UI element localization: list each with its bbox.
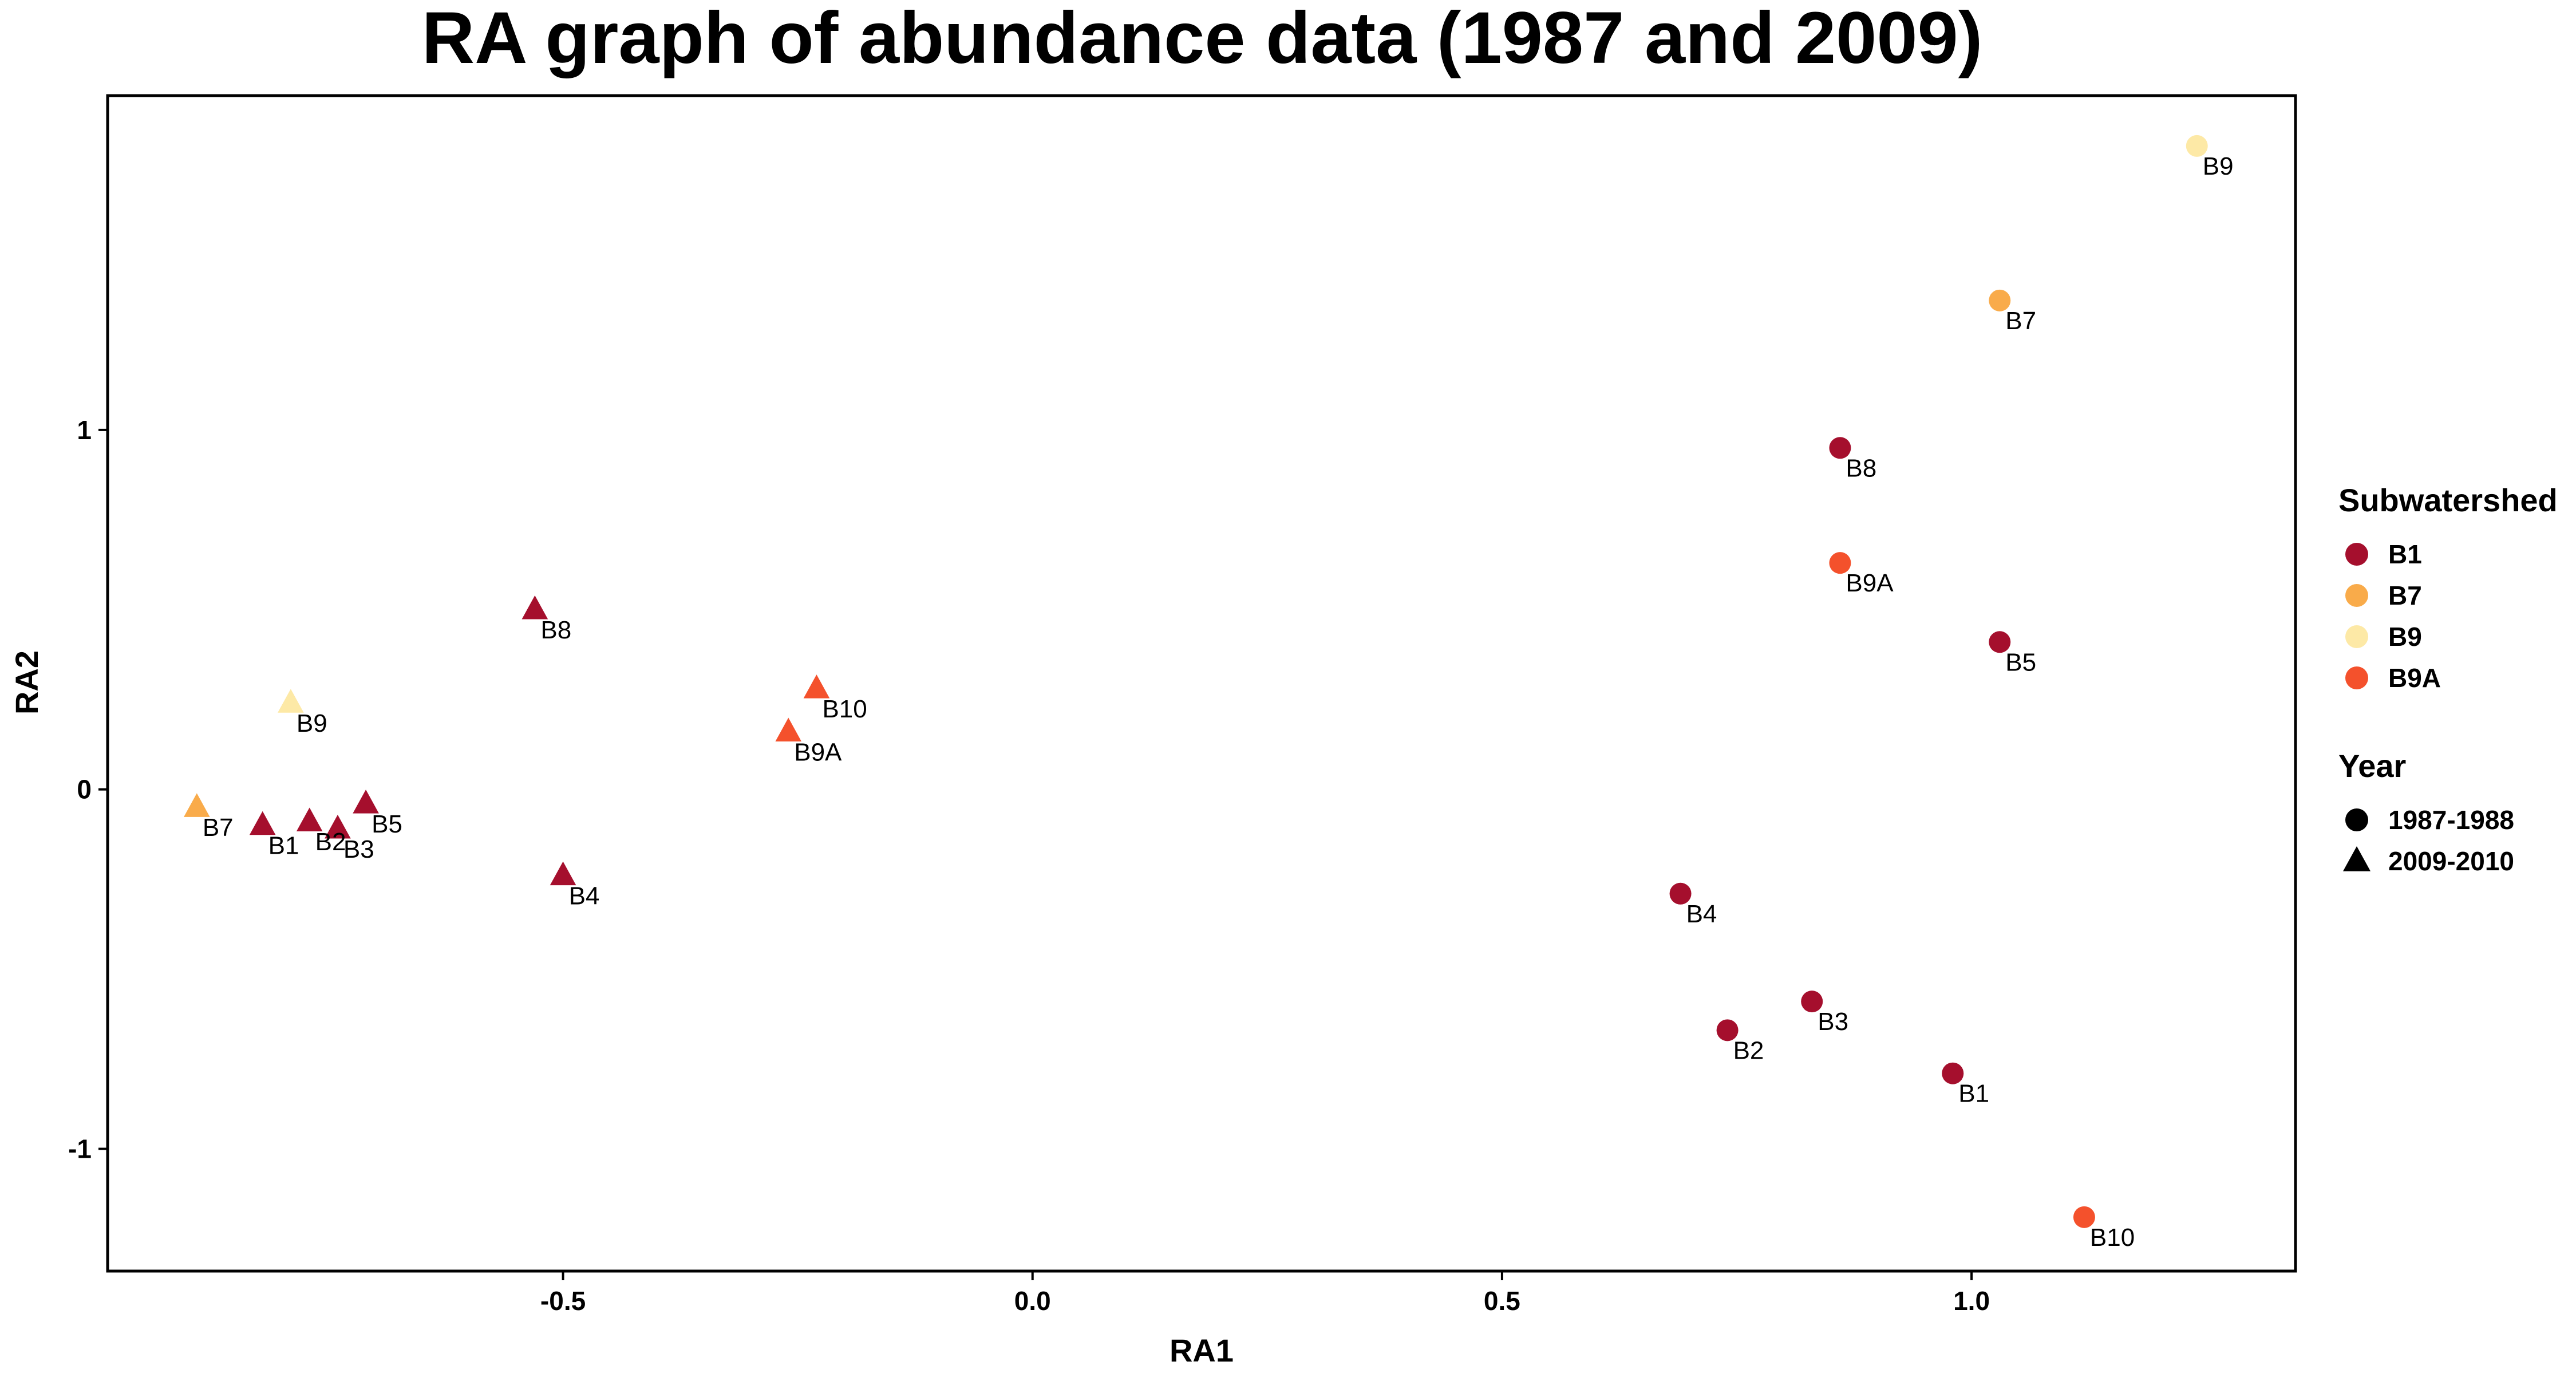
data-point-circle bbox=[1989, 289, 2011, 311]
data-point-label: B9A bbox=[794, 738, 842, 766]
y-tick-label: 0 bbox=[77, 775, 92, 804]
data-point-label: B7 bbox=[203, 814, 234, 842]
data-point-circle bbox=[1829, 437, 1851, 459]
data-point-label: B4 bbox=[569, 882, 600, 910]
data-point-circle bbox=[1669, 882, 1692, 905]
y-axis-title: RA2 bbox=[9, 650, 45, 715]
data-point-label: B10 bbox=[822, 695, 867, 723]
data-point-circle bbox=[1829, 552, 1851, 574]
legend-key bbox=[2345, 543, 2368, 566]
x-tick-label: 0.0 bbox=[1014, 1286, 1051, 1316]
data-point-label: B9 bbox=[2203, 152, 2234, 180]
data-point-circle bbox=[1942, 1062, 1964, 1084]
data-point-circle bbox=[1989, 631, 2011, 653]
data-point-label: B9 bbox=[297, 709, 327, 737]
legend-key bbox=[2345, 584, 2368, 607]
data-point-circle bbox=[2073, 1206, 2095, 1228]
data-point-triangle bbox=[803, 674, 830, 699]
legend-label: B1 bbox=[2388, 539, 2422, 569]
legend-year-title: Year bbox=[2338, 748, 2406, 784]
legend-subwatershed: Subwatershed B1 B7 B9 B9A bbox=[2338, 482, 2558, 693]
data-point-triangle bbox=[521, 595, 548, 620]
legend-year: Year 1987-1988 2009-2010 bbox=[2338, 748, 2514, 876]
legend-key bbox=[2345, 666, 2368, 689]
data-point-label: B8 bbox=[1846, 454, 1876, 482]
data-point-label: B1 bbox=[268, 831, 299, 859]
data-point-label: B9A bbox=[1846, 569, 1894, 597]
y-tick-label: 1 bbox=[77, 415, 92, 445]
legend-key bbox=[2343, 846, 2370, 871]
x-tick-label: 0.5 bbox=[1484, 1286, 1520, 1316]
data-point-label: B4 bbox=[1686, 900, 1717, 928]
x-axis: -0.5 0.0 0.5 1.0 bbox=[540, 1271, 1990, 1316]
data-point-label: B8 bbox=[540, 616, 571, 644]
data-point-triangle bbox=[775, 717, 802, 742]
data-point-label: B1 bbox=[1958, 1080, 1989, 1108]
plot-area bbox=[106, 94, 2297, 1273]
legend-label: 1987-1988 bbox=[2388, 805, 2514, 835]
x-tick-label: -0.5 bbox=[540, 1286, 586, 1316]
data-point-triangle bbox=[296, 807, 323, 831]
y-axis: -1 0 1 bbox=[68, 415, 108, 1164]
data-point-label: B2 bbox=[315, 828, 346, 856]
legend-subwatershed-title: Subwatershed bbox=[2338, 482, 2558, 518]
legend-key bbox=[2345, 808, 2368, 831]
data-point-triangle bbox=[325, 815, 351, 839]
data-point-label: B5 bbox=[372, 810, 402, 838]
data-point-label: B3 bbox=[1818, 1008, 1848, 1036]
data-point-label: B5 bbox=[2005, 648, 2036, 676]
y-tick-label: -1 bbox=[68, 1134, 92, 1164]
data-point-triangle bbox=[353, 790, 379, 814]
data-point-triangle bbox=[249, 811, 276, 835]
chart-title: RA graph of abundance data (1987 and 200… bbox=[422, 0, 1983, 79]
legend-label: 2009-2010 bbox=[2388, 846, 2514, 876]
data-point-label: B2 bbox=[1733, 1036, 1764, 1064]
data-point-label: B10 bbox=[2090, 1224, 2135, 1252]
x-axis-title: RA1 bbox=[1170, 1332, 1234, 1368]
data-point-triangle bbox=[278, 689, 304, 713]
data-point-circle bbox=[1801, 991, 1823, 1013]
data-point-triangle bbox=[550, 861, 576, 886]
data-point-label: B7 bbox=[2005, 307, 2036, 335]
legend-label: B9 bbox=[2388, 622, 2422, 652]
legend-label: B7 bbox=[2388, 581, 2422, 610]
data-point-triangle bbox=[184, 793, 210, 817]
x-tick-label: 1.0 bbox=[1953, 1286, 1990, 1316]
data-point-circle bbox=[2186, 135, 2208, 157]
data-points bbox=[184, 135, 2208, 1228]
legend-key bbox=[2345, 625, 2368, 648]
legend-label: B9A bbox=[2388, 663, 2441, 693]
data-point-label: B3 bbox=[343, 835, 374, 863]
data-point-circle bbox=[1716, 1019, 1739, 1041]
